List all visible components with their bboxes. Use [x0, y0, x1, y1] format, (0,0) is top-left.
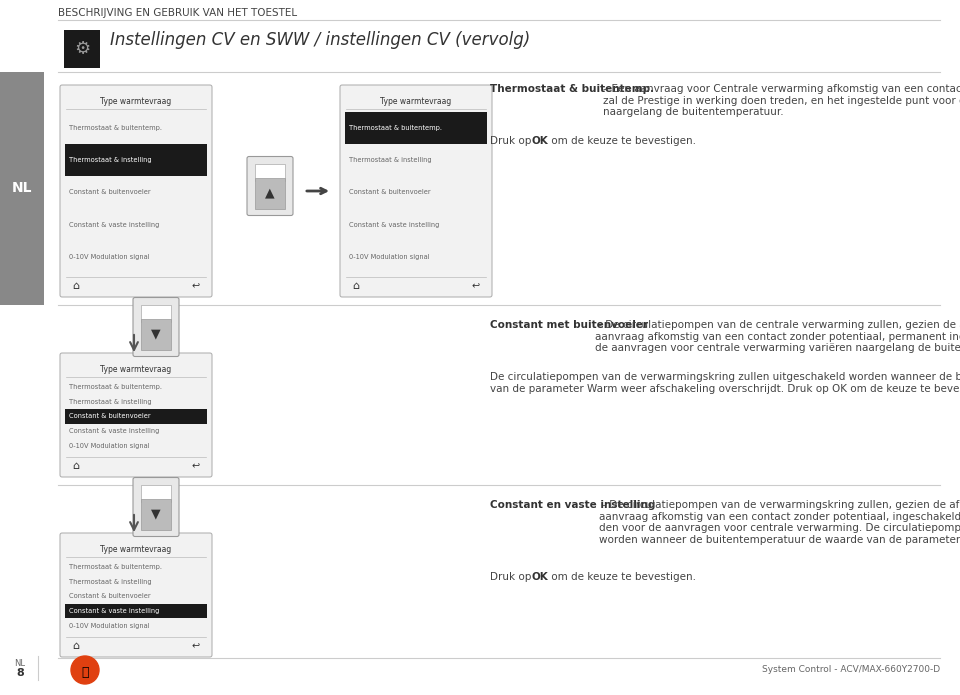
Text: ⌂: ⌂	[72, 641, 79, 651]
Text: ↩: ↩	[192, 641, 200, 651]
FancyBboxPatch shape	[133, 297, 179, 357]
Text: Type warmtevraag: Type warmtevraag	[101, 365, 172, 374]
Text: Constant & buitenvoeler: Constant & buitenvoeler	[349, 190, 431, 195]
FancyBboxPatch shape	[340, 85, 492, 297]
Text: – Een aanvraag voor Centrale verwarming afkomstig van een contact zonder potenti: – Een aanvraag voor Centrale verwarming …	[603, 84, 960, 117]
Bar	[65, 144, 207, 177]
Text: - De circulatiepompen van de verwarmingskring zullen, gezien de afwezigheid van : - De circulatiepompen van de verwarmings…	[599, 500, 960, 545]
Text: Constant & buitenvoeler: Constant & buitenvoeler	[69, 594, 151, 600]
Text: Instellingen CV en SWW / instellingen CV (vervolg): Instellingen CV en SWW / instellingen CV…	[110, 31, 530, 49]
Text: NL: NL	[14, 660, 26, 669]
Text: 8: 8	[16, 668, 24, 678]
FancyBboxPatch shape	[60, 85, 212, 297]
Text: ▲: ▲	[265, 187, 275, 200]
Circle shape	[71, 656, 99, 684]
Text: ↩: ↩	[192, 461, 200, 471]
Bar	[255, 163, 285, 181]
Text: Thermostaat & buitentemp.: Thermostaat & buitentemp.	[69, 384, 162, 391]
Text: 0-10V Modulation signal: 0-10V Modulation signal	[69, 623, 150, 629]
Text: OK: OK	[532, 136, 549, 146]
FancyBboxPatch shape	[60, 353, 212, 477]
Text: 🔥: 🔥	[82, 666, 88, 678]
Text: Thermostaat & instelling: Thermostaat & instelling	[69, 157, 152, 163]
Text: 0-10V Modulation signal: 0-10V Modulation signal	[69, 443, 150, 449]
Text: ⌂: ⌂	[72, 461, 79, 471]
Text: Thermostaat & buitentemp.: Thermostaat & buitentemp.	[69, 125, 162, 131]
Text: Druk op: Druk op	[490, 572, 535, 582]
Text: Thermostaat & instelling: Thermostaat & instelling	[69, 579, 152, 585]
Text: Type warmtevraag: Type warmtevraag	[101, 97, 172, 106]
Bar	[64, 30, 100, 68]
Text: Constant met buitenvoeler: Constant met buitenvoeler	[490, 320, 648, 330]
Text: Constant & vaste instelling: Constant & vaste instelling	[69, 222, 159, 228]
Text: Thermostaat & instelling: Thermostaat & instelling	[69, 399, 152, 405]
Text: Constant & buitenvoeler: Constant & buitenvoeler	[69, 190, 151, 195]
Text: NL: NL	[12, 181, 33, 195]
Bar	[0, 72, 44, 305]
Bar	[255, 178, 285, 208]
Text: ⌂: ⌂	[72, 281, 79, 291]
Text: om de keuze te bevestigen.: om de keuze te bevestigen.	[548, 572, 696, 582]
Text: 0-10V Modulation signal: 0-10V Modulation signal	[69, 254, 150, 260]
Bar	[141, 304, 171, 322]
Bar	[141, 499, 171, 530]
Text: om de keuze te bevestigen.: om de keuze te bevestigen.	[548, 136, 696, 146]
Text: ↩: ↩	[192, 281, 200, 291]
Text: Constant & vaste instelling: Constant & vaste instelling	[69, 608, 159, 614]
Text: Thermostaat & buitentemp.: Thermostaat & buitentemp.	[69, 564, 162, 571]
Text: ⌂: ⌂	[352, 281, 359, 291]
Text: Thermostaat & buitentemp.: Thermostaat & buitentemp.	[490, 84, 654, 94]
Text: Thermostaat & instelling: Thermostaat & instelling	[349, 157, 432, 163]
Text: Type warmtevraag: Type warmtevraag	[380, 97, 451, 106]
FancyBboxPatch shape	[133, 477, 179, 537]
Bar	[345, 112, 487, 144]
Bar	[141, 484, 171, 502]
Text: BESCHRIJVING EN GEBRUIK VAN HET TOESTEL: BESCHRIJVING EN GEBRUIK VAN HET TOESTEL	[58, 8, 298, 18]
Text: Druk op: Druk op	[490, 136, 535, 146]
Bar	[65, 409, 207, 424]
Text: Thermostaat & buitentemp.: Thermostaat & buitentemp.	[349, 125, 442, 131]
Text: Constant & vaste instelling: Constant & vaste instelling	[69, 428, 159, 434]
Text: De circulatiepompen van de verwarmingskring zullen uitgeschakeld worden wanneer : De circulatiepompen van de verwarmingskr…	[490, 372, 960, 393]
FancyBboxPatch shape	[247, 156, 293, 215]
Text: Constant & buitenvoeler: Constant & buitenvoeler	[69, 414, 151, 420]
Text: Constant en vaste instelling: Constant en vaste instelling	[490, 500, 656, 510]
Text: 0-10V Modulation signal: 0-10V Modulation signal	[349, 254, 430, 260]
Bar	[141, 319, 171, 350]
FancyBboxPatch shape	[60, 533, 212, 657]
Text: OK: OK	[532, 572, 549, 582]
Text: Constant & vaste instelling: Constant & vaste instelling	[349, 222, 440, 228]
Text: - De circulatiepompen van de centrale verwarming zullen, gezien de afwezigheid v: - De circulatiepompen van de centrale ve…	[595, 320, 960, 353]
Text: ↩: ↩	[472, 281, 480, 291]
Text: System Control - ACV/MAX-660Y2700-D: System Control - ACV/MAX-660Y2700-D	[762, 666, 940, 675]
Text: ⚙: ⚙	[74, 40, 90, 58]
Text: Type warmtevraag: Type warmtevraag	[101, 545, 172, 554]
Text: ▼: ▼	[151, 508, 161, 521]
Text: ▼: ▼	[151, 328, 161, 341]
Bar	[65, 604, 207, 619]
